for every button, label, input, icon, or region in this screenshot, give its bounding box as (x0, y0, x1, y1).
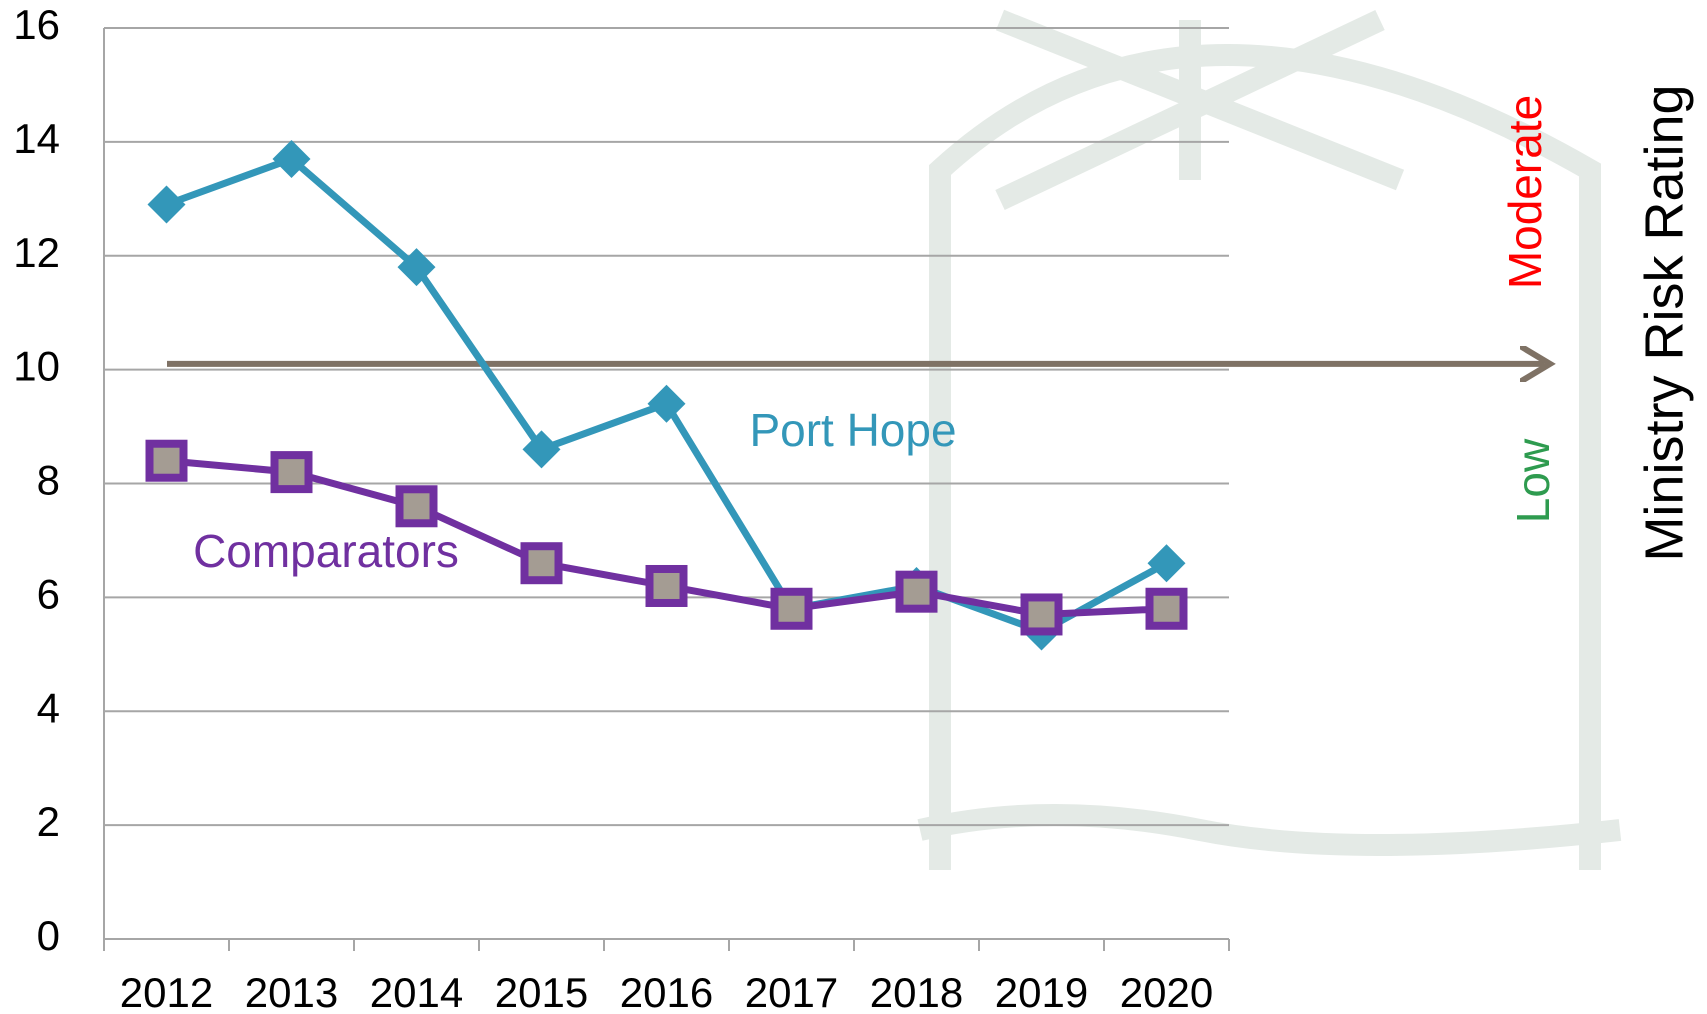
square-marker (400, 489, 434, 523)
square-marker (275, 455, 309, 489)
x-tick-label: 2019 (995, 969, 1088, 1014)
y-tick-label: 4 (37, 684, 60, 731)
x-tick-label: 2014 (370, 969, 463, 1014)
square-marker (525, 546, 559, 580)
square-marker (650, 569, 684, 603)
square-marker (150, 444, 184, 478)
risk-label-high: Moderate (1499, 95, 1551, 289)
square-marker (1025, 597, 1059, 631)
y-tick-label: 10 (13, 343, 60, 390)
x-tick-label: 2012 (120, 969, 213, 1014)
diamond-marker (1148, 544, 1186, 582)
x-tick-label: 2018 (870, 969, 963, 1014)
x-tick-label: 2017 (745, 969, 838, 1014)
y-tick-label: 6 (37, 570, 60, 617)
y-tick-label: 0 (37, 912, 60, 959)
y-tick-label: 8 (37, 457, 60, 504)
y-tick-label: 12 (13, 229, 60, 276)
square-marker (775, 592, 809, 626)
x-tick-label: 2013 (245, 969, 338, 1014)
square-marker (1150, 592, 1184, 626)
y-tick-label: 16 (13, 1, 60, 48)
diamond-marker (148, 186, 186, 224)
series-label: Comparators (193, 525, 459, 577)
risk-label-low: Low (1507, 438, 1559, 523)
x-tick-label: 2016 (620, 969, 713, 1014)
chart: 0 2 4 6 8 10 12 14 16 2012 2013 2014 2015 2016 2017 201… (0, 0, 1707, 1014)
series-label: Port Hope (749, 404, 956, 456)
y-tick-label: 2 (37, 798, 60, 845)
y-tick-label: 14 (13, 115, 60, 162)
x-tick-label: 2015 (495, 969, 588, 1014)
square-marker (900, 575, 934, 609)
diamond-marker (648, 385, 686, 423)
x-tick-label: 2020 (1120, 969, 1213, 1014)
risk-title: Ministry Risk Rating (1634, 84, 1694, 561)
